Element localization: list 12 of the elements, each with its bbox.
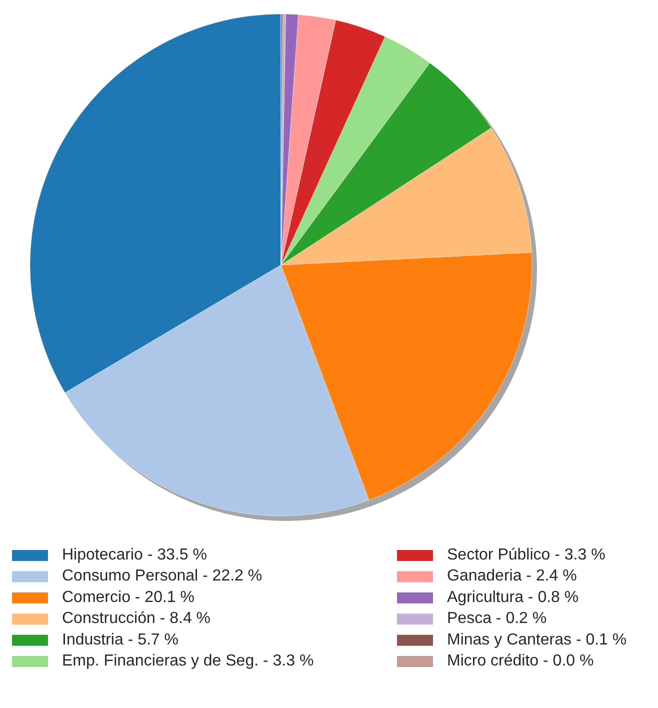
legend-label: Consumo Personal - 22.2 % xyxy=(62,568,262,585)
legend-label: Emp. Financieras y de Seg. - 3.3 % xyxy=(62,652,314,670)
legend-label: Agricultura - 0.8 % xyxy=(447,588,579,606)
legend-label: Ganaderia - 2.4 % xyxy=(447,568,577,585)
legend-label: Sector Público - 3.3 % xyxy=(447,546,606,564)
legend-label: Hipotecario - 33.5 % xyxy=(62,546,207,564)
legend-label: Comercio - 20.1 % xyxy=(62,588,194,606)
legend-label: Industria - 5.7 % xyxy=(62,631,178,648)
legend-label: Micro crédito - 0.0 % xyxy=(447,652,594,670)
legend-label: Pesca - 0.2 % xyxy=(447,610,547,628)
legend-label: Minas y Canteras - 0.1 % xyxy=(447,631,627,648)
legend-label: Construcción - 8.4 % xyxy=(62,610,211,628)
